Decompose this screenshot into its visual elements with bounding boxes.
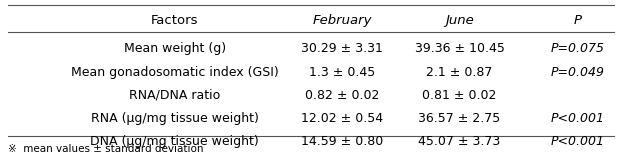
Text: 0.82 ± 0.02: 0.82 ± 0.02 (305, 89, 379, 102)
Text: P=0.049: P=0.049 (550, 66, 604, 79)
Text: P<0.001: P<0.001 (550, 135, 604, 148)
Text: 12.02 ± 0.54: 12.02 ± 0.54 (301, 112, 383, 125)
Text: DNA (μg/mg tissue weight): DNA (μg/mg tissue weight) (90, 135, 259, 148)
Text: Mean gonadosomatic index (GSI): Mean gonadosomatic index (GSI) (71, 66, 279, 79)
Text: 1.3 ± 0.45: 1.3 ± 0.45 (309, 66, 375, 79)
Text: P=0.075: P=0.075 (550, 42, 604, 55)
Text: RNA (μg/mg tissue weight): RNA (μg/mg tissue weight) (91, 112, 259, 125)
Text: June: June (445, 14, 474, 27)
Text: 39.36 ± 10.45: 39.36 ± 10.45 (415, 42, 504, 55)
Text: ※  mean values ± standard deviation: ※ mean values ± standard deviation (7, 143, 203, 154)
Text: RNA/DNA ratio: RNA/DNA ratio (129, 89, 220, 102)
Text: 2.1 ± 0.87: 2.1 ± 0.87 (427, 66, 493, 79)
Text: 0.81 ± 0.02: 0.81 ± 0.02 (422, 89, 497, 102)
Text: 45.07 ± 3.73: 45.07 ± 3.73 (419, 135, 501, 148)
Text: P<0.001: P<0.001 (550, 112, 604, 125)
Text: Factors: Factors (151, 14, 198, 27)
Text: 30.29 ± 3.31: 30.29 ± 3.31 (301, 42, 383, 55)
Text: 14.59 ± 0.80: 14.59 ± 0.80 (301, 135, 383, 148)
Text: 36.57 ± 2.75: 36.57 ± 2.75 (419, 112, 501, 125)
Text: February: February (312, 14, 372, 27)
Text: P: P (573, 14, 582, 27)
Text: Mean weight (g): Mean weight (g) (124, 42, 226, 55)
